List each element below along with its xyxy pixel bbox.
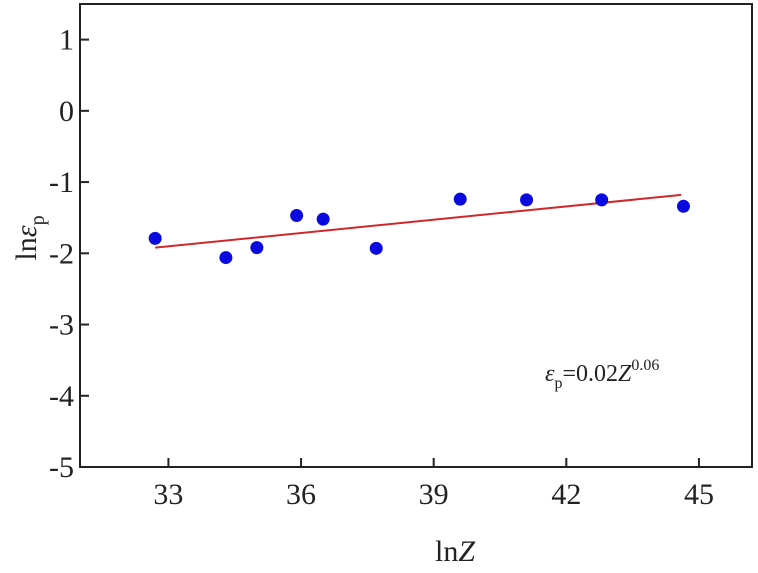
data-point (520, 193, 534, 207)
x-tick-label: 39 (419, 478, 449, 511)
data-point (148, 231, 162, 245)
plot-frame (79, 3, 753, 468)
data-point (219, 251, 233, 265)
x-ticks: 33 36 39 42 45 (153, 458, 714, 511)
y-tick-label: -3 (49, 309, 74, 342)
y-tick-label: 0 (59, 95, 74, 128)
data-point (595, 193, 609, 207)
fit-equation: εp=0.02Z0.06 (545, 357, 659, 392)
x-tick-label: 45 (684, 478, 714, 511)
data-point (369, 241, 383, 255)
y-tick-label: -5 (49, 451, 74, 484)
x-tick-label: 42 (551, 478, 581, 511)
x-tick-label: 33 (153, 478, 183, 511)
data-points (148, 192, 690, 265)
y-axis-label: lnεp (10, 215, 49, 260)
y-tick-label: 1 (59, 24, 74, 57)
data-point (676, 199, 690, 213)
data-point (453, 192, 467, 206)
data-point (250, 241, 264, 255)
y-tick-label: -4 (49, 380, 74, 413)
data-point (290, 209, 304, 223)
data-point (316, 212, 330, 226)
fit-line (155, 193, 682, 249)
y-tick-label: -2 (49, 237, 74, 270)
x-axis-label: lnZ (435, 535, 475, 568)
y-tick-label: -1 (49, 166, 74, 199)
y-ticks: 1 0 -1 -2 -3 -4 -5 (49, 24, 89, 484)
x-tick-label: 36 (286, 478, 316, 511)
